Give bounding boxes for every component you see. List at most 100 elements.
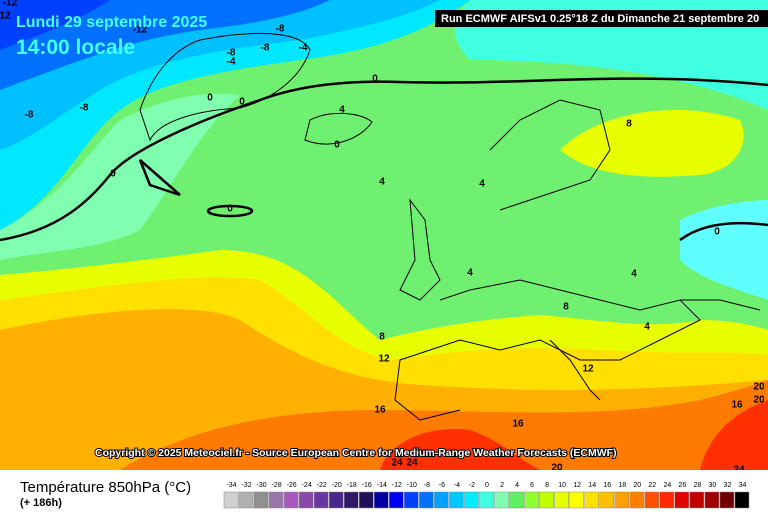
scale-swatch — [374, 491, 389, 509]
contour-label: 12 — [378, 354, 390, 365]
scale-swatch — [629, 491, 645, 509]
cold-zone — [0, 0, 110, 50]
scale-label: -6 — [439, 482, 445, 489]
cold-zone — [0, 0, 330, 90]
freezing-isotherm — [0, 77, 768, 242]
date: Lundi 29 septembre 2025 — [16, 14, 207, 31]
scale-swatch — [539, 491, 554, 509]
scale-swatch — [614, 491, 630, 509]
scale-swatch — [479, 491, 494, 509]
scale-swatch — [734, 491, 750, 509]
scale-label: 22 — [648, 482, 656, 489]
scale-swatch — [464, 491, 479, 509]
contour-label: 0 — [239, 97, 245, 108]
scale-label: 34 — [739, 482, 747, 489]
scale-label: 6 — [530, 482, 534, 489]
scale-swatch — [704, 491, 720, 509]
scale-swatch — [313, 491, 329, 509]
scale-swatch — [359, 491, 374, 509]
scale-swatch — [644, 491, 660, 509]
scale-swatch — [343, 491, 359, 509]
scale-swatch — [298, 491, 314, 509]
warm-zone — [560, 110, 744, 177]
contour-label: 16 — [374, 405, 386, 416]
hot-zone — [700, 400, 768, 470]
contour-label: -8 — [276, 24, 285, 35]
scale-label: 24 — [663, 482, 671, 489]
contour-label: 0 — [207, 93, 213, 104]
scale-label: -14 — [377, 482, 387, 489]
contour-label: -12 — [3, 0, 18, 9]
color-scale: -34 -32 -30 -28 -26 -24 -22 -20 -18 -16 -14 -12 -10-… — [223, 482, 750, 509]
scale-label: 26 — [678, 482, 686, 489]
scale-label: 16 — [603, 482, 611, 489]
scale-swatch — [268, 491, 284, 509]
scale-label: 0 — [485, 482, 489, 489]
scale-swatch — [253, 491, 269, 509]
contour-label: 4 — [631, 269, 637, 280]
scale-label: -20 — [332, 482, 342, 489]
contour-label: 0 — [110, 169, 116, 180]
scale-swatch — [404, 491, 419, 509]
scale-swatch — [328, 491, 344, 509]
scale-label: -18 — [347, 482, 357, 489]
scale-label: 18 — [618, 482, 626, 489]
scale-label: 10 — [558, 482, 566, 489]
hot-zone — [380, 429, 540, 470]
contour-label: 4 — [467, 268, 473, 279]
footer-subtitle: (+ 186h) — [20, 497, 62, 509]
footer-title: Température 850hPa (°C) — [20, 479, 191, 496]
contour-label: 4 — [644, 322, 650, 333]
scale-label: 12 — [573, 482, 581, 489]
hot-zone — [120, 380, 768, 470]
scale-label: -16 — [362, 482, 372, 489]
contour-label: 0 — [372, 74, 378, 85]
scale-swatch — [554, 491, 569, 509]
run-banner — [435, 10, 768, 27]
scale-label: 8 — [545, 482, 549, 489]
contour-label: 0 — [227, 204, 233, 215]
contour-label: -8 — [80, 103, 89, 114]
scale-swatch — [659, 491, 675, 509]
cool-zone — [680, 200, 768, 300]
contour-label: 24 — [391, 458, 403, 469]
scale-swatch — [223, 491, 239, 509]
scale-swatch — [689, 491, 705, 509]
scale-swatch — [509, 491, 524, 509]
scale-label: -4 — [454, 482, 460, 489]
contour-label: 20 — [753, 395, 765, 406]
contour-label: 12 — [582, 364, 594, 375]
coastlines — [139, 32, 761, 421]
contour-label: 0 — [334, 140, 340, 151]
scale-label: -34 — [226, 482, 236, 489]
contour-label: -8 — [261, 43, 270, 54]
contour-label: -4 — [299, 43, 308, 54]
contour-label: 20 — [551, 463, 563, 474]
scale-label: 2 — [500, 482, 504, 489]
scale-swatch — [599, 491, 614, 509]
scale-label: -12 — [392, 482, 402, 489]
scale-label: -26 — [287, 482, 297, 489]
contour-label: -12 — [133, 25, 148, 36]
scale-label: 32 — [724, 482, 732, 489]
contour-label: 0 — [714, 227, 720, 238]
contour-label: 8 — [563, 302, 569, 313]
contour-label: 4 — [379, 177, 385, 188]
scale-swatch — [719, 491, 735, 509]
scale-label: -32 — [241, 482, 251, 489]
scale-label: -30 — [257, 482, 267, 489]
scale-label: 20 — [633, 482, 641, 489]
scale-swatch — [569, 491, 584, 509]
scale-swatch — [584, 491, 599, 509]
scale-label: -22 — [317, 482, 327, 489]
scale-swatch — [494, 491, 509, 509]
contour-label: 16 — [731, 400, 743, 411]
scale-swatch — [419, 491, 434, 509]
scale-swatch — [449, 491, 464, 509]
scale-label: -10 — [407, 482, 417, 489]
scale-swatch — [434, 491, 449, 509]
copyright: Copyright © 2025 Meteociel.fr - Source E… — [95, 447, 617, 459]
scale-swatch — [524, 491, 539, 509]
